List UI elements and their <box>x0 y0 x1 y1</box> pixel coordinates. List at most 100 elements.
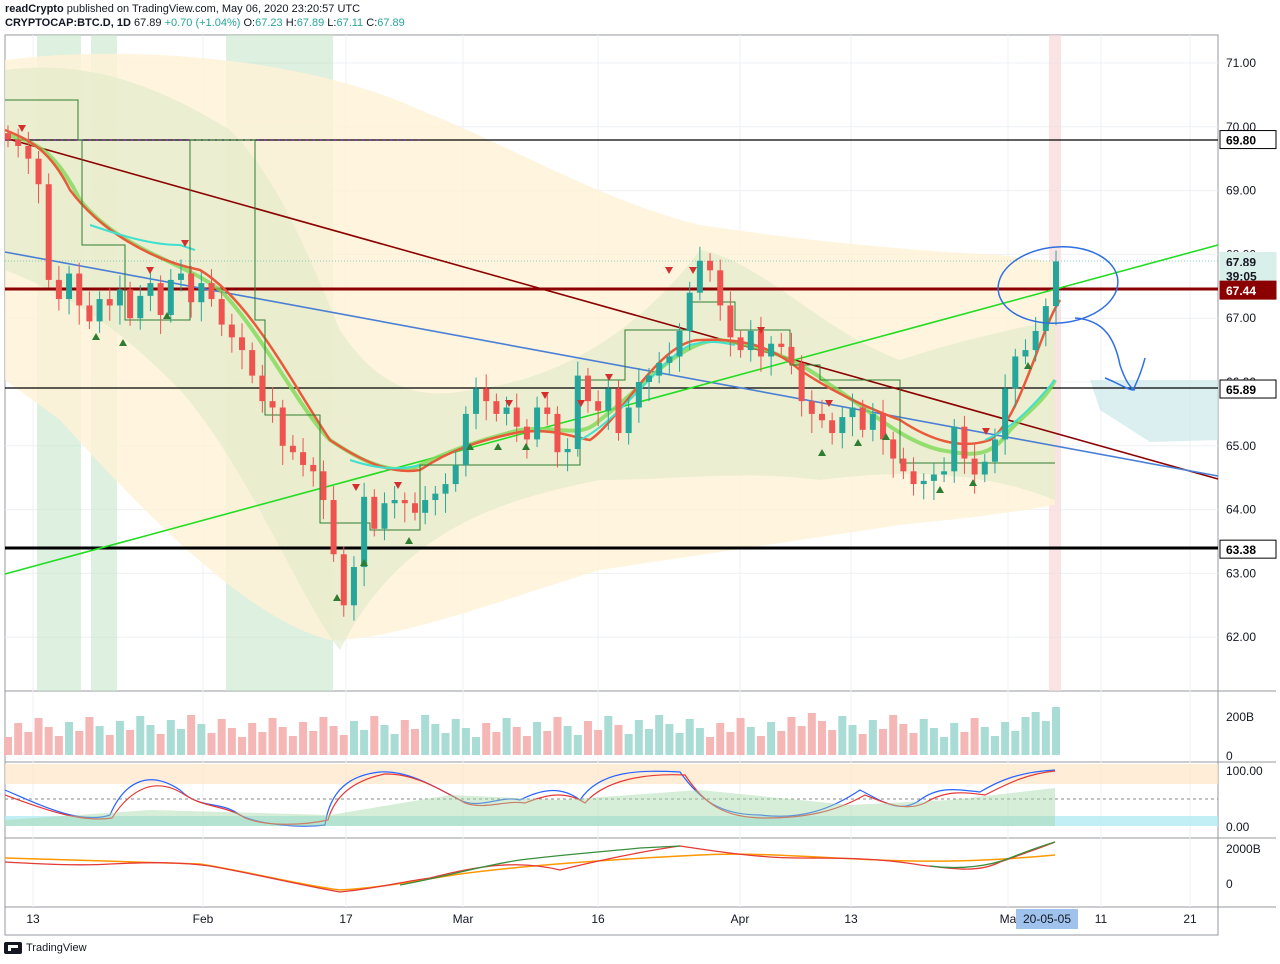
candle-body[interactable] <box>432 493 439 501</box>
candle-body[interactable] <box>747 330 754 351</box>
sell-signal-marker[interactable] <box>757 327 765 334</box>
candle-body[interactable] <box>300 452 307 465</box>
candle-body[interactable] <box>116 289 123 306</box>
candle-body[interactable] <box>15 139 22 146</box>
candle-body[interactable] <box>5 133 11 140</box>
candle-body[interactable] <box>340 554 347 606</box>
tradingview-footer[interactable]: TradingView <box>4 942 87 954</box>
candle-body[interactable] <box>503 407 510 414</box>
candle-body[interactable] <box>656 362 663 376</box>
buy-signal-marker[interactable] <box>818 449 826 456</box>
candle-body[interactable] <box>147 283 154 296</box>
candle-body[interactable] <box>25 145 32 159</box>
buy-signal-marker[interactable] <box>119 339 127 346</box>
candle-body[interactable] <box>127 289 134 319</box>
candle-body[interactable] <box>818 413 825 421</box>
sell-signal-marker[interactable] <box>146 267 154 274</box>
sell-signal-marker[interactable] <box>825 400 833 407</box>
candle-body[interactable] <box>707 260 714 271</box>
candle-body[interactable] <box>625 407 632 434</box>
sell-signal-marker[interactable] <box>181 240 189 247</box>
candle-body[interactable] <box>483 388 490 402</box>
candle-body[interactable] <box>411 503 418 513</box>
candle-body[interactable] <box>666 356 673 363</box>
buy-signal-marker[interactable] <box>466 443 474 450</box>
candle-body[interactable] <box>951 426 958 472</box>
sell-signal-marker[interactable] <box>982 428 990 435</box>
candle-body[interactable] <box>676 330 683 357</box>
candle-body[interactable] <box>727 305 734 338</box>
candle-body[interactable] <box>1042 306 1049 331</box>
candle-body[interactable] <box>839 417 846 434</box>
buy-signal-marker[interactable] <box>969 479 977 486</box>
candle-body[interactable] <box>584 375 591 402</box>
candle-body[interactable] <box>279 407 286 446</box>
buy-signal-marker[interactable] <box>936 486 944 493</box>
buy-signal-marker[interactable] <box>882 433 890 440</box>
sell-signal-marker[interactable] <box>18 125 26 132</box>
buy-signal-marker[interactable] <box>333 594 341 601</box>
candle-body[interactable] <box>635 382 642 408</box>
candle-body[interactable] <box>778 343 785 347</box>
candle-body[interactable] <box>717 270 724 306</box>
candle-body[interactable] <box>422 500 429 513</box>
candle-body[interactable] <box>55 279 62 300</box>
sell-signal-marker[interactable] <box>689 267 697 274</box>
candle-body[interactable] <box>686 292 693 331</box>
candle-body[interactable] <box>289 445 296 453</box>
candle-body[interactable] <box>605 388 612 411</box>
sell-signal-marker[interactable] <box>605 374 613 381</box>
sell-signal-marker[interactable] <box>665 267 673 274</box>
candle-body[interactable] <box>849 407 856 418</box>
publisher-name[interactable]: readCrypto <box>5 3 64 15</box>
candle-body[interactable] <box>737 337 744 351</box>
buy-signal-marker[interactable] <box>405 537 413 544</box>
candle-body[interactable] <box>595 401 602 411</box>
sell-signal-marker[interactable] <box>577 400 585 407</box>
candle-body[interactable] <box>381 503 388 529</box>
candle-body[interactable] <box>198 283 205 303</box>
candle-body[interactable] <box>1012 356 1019 389</box>
candle-body[interactable] <box>86 305 93 322</box>
candle-body[interactable] <box>859 407 866 430</box>
candle-body[interactable] <box>228 324 235 338</box>
candle-body[interactable] <box>391 500 398 504</box>
candle-body[interactable] <box>554 413 561 453</box>
candle-body[interactable] <box>35 158 42 185</box>
candle-body[interactable] <box>452 464 459 485</box>
candle-body[interactable] <box>45 184 52 280</box>
candle-body[interactable] <box>259 375 266 402</box>
candle-body[interactable] <box>218 299 225 325</box>
candle-body[interactable] <box>808 401 815 414</box>
buy-signal-marker[interactable] <box>854 439 862 446</box>
candle-body[interactable] <box>991 439 998 462</box>
candle-body[interactable] <box>401 500 408 504</box>
candle-body[interactable] <box>106 299 113 306</box>
candle-body[interactable] <box>96 299 103 322</box>
candle-body[interactable] <box>534 407 541 440</box>
buy-signal-marker[interactable] <box>92 333 100 340</box>
candle-body[interactable] <box>829 420 836 434</box>
candle-body[interactable] <box>981 461 988 475</box>
candle-body[interactable] <box>269 401 276 408</box>
candle-body[interactable] <box>493 401 500 414</box>
sell-signal-marker[interactable] <box>394 482 402 489</box>
candle-body[interactable] <box>574 375 581 449</box>
candle-body[interactable] <box>239 337 246 351</box>
candle-body[interactable] <box>188 273 195 303</box>
candle-body[interactable] <box>930 474 937 481</box>
candle-body[interactable] <box>361 496 368 568</box>
annotation-arrow[interactable] <box>1074 317 1146 391</box>
candle-body[interactable] <box>167 279 174 316</box>
candle-body[interactable] <box>961 426 968 459</box>
candle-body[interactable] <box>757 330 764 357</box>
candle-body[interactable] <box>696 260 703 293</box>
candle-body[interactable] <box>920 480 927 485</box>
candle-body[interactable] <box>157 283 164 316</box>
symbol-name[interactable]: CRYPTOCAP:BTC.D, 1D <box>5 17 131 29</box>
candle-body[interactable] <box>1002 388 1009 440</box>
candle-body[interactable] <box>320 471 327 501</box>
candle-body[interactable] <box>646 375 653 382</box>
candle-body[interactable] <box>1032 330 1039 351</box>
